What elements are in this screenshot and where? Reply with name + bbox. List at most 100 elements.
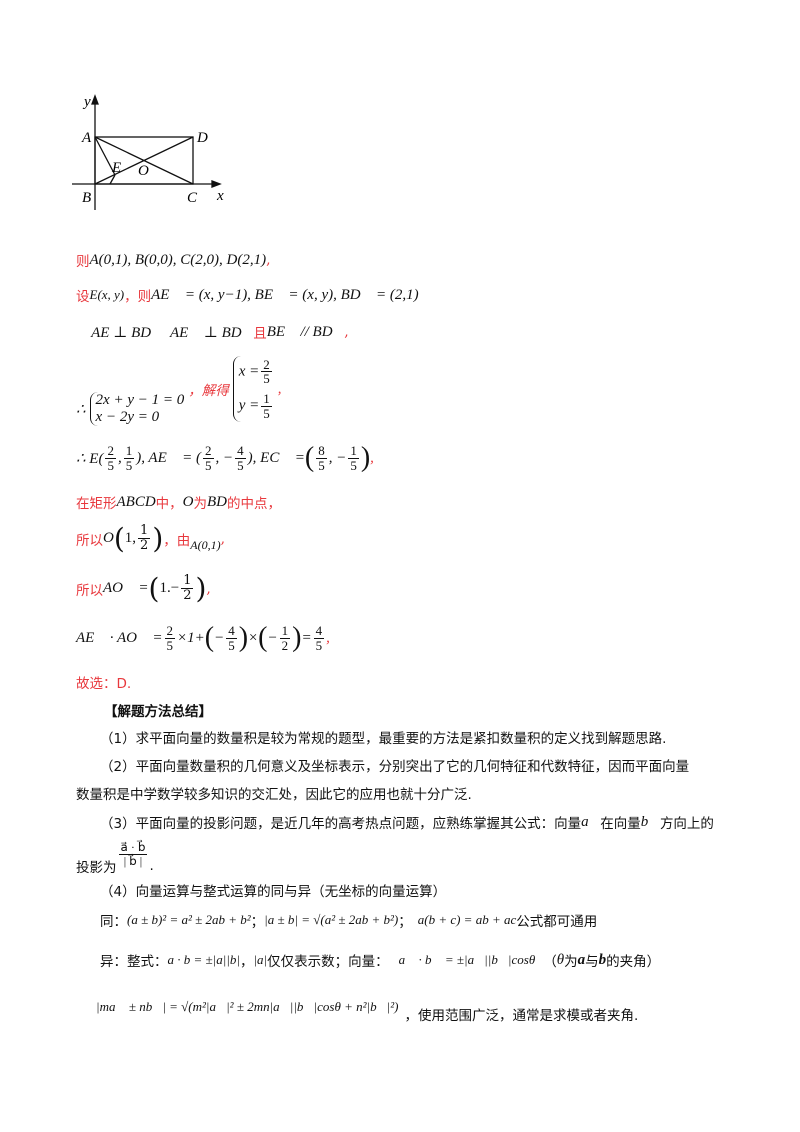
solution-brace: x = 2 5 y = 1 5 [232, 355, 274, 423]
den: 5 [315, 637, 323, 653]
text: ； [398, 914, 412, 930]
label-x: x [216, 188, 224, 204]
den: 5 [350, 457, 357, 473]
num: a⃗ · b⃗ [118, 839, 148, 855]
den: 5 [263, 371, 270, 387]
rectangle-abcd [94, 136, 194, 185]
text: 在矩形 [76, 496, 117, 512]
math: a(b + c) = ab + ac [417, 912, 517, 927]
math: ∴ E( [76, 450, 104, 467]
num: 4 [235, 442, 246, 459]
math: , − [215, 449, 234, 466]
num: 2 [261, 356, 272, 373]
num: 1 [123, 442, 135, 459]
den: 5 [125, 457, 133, 473]
diff-line: 异：整式： a · b = ±|a||b| ， |a| 仅仅表示数；向量： a⃗… [100, 950, 660, 971]
line-system: ∴ 2x + y − 1 = 0 x − 2y = 0 ，解得 x = 2 5 y … [76, 352, 282, 426]
y-arrow [91, 94, 99, 105]
text: 方向上的 [659, 816, 714, 832]
text: ，解得 [188, 383, 229, 399]
math: a · b = ±|a||b| [167, 952, 240, 967]
line-rectangle: 在矩形 ABCD 中， O 为 BD 的中点， [76, 492, 282, 513]
math: , − [328, 449, 347, 466]
num: 2 [105, 442, 116, 459]
label-c: C [187, 190, 198, 206]
den: 2 [183, 588, 192, 603]
math: b⃗ [640, 813, 660, 830]
text: ； [250, 914, 265, 930]
text: , [277, 380, 282, 397]
para-2b: 数量积是中学数学较多知识的交汇处，因此它的应用也就十分广泛. [76, 787, 472, 803]
math: θ [556, 951, 565, 968]
text: 与 [585, 954, 599, 970]
math: y = [238, 397, 260, 414]
den: 2 [140, 538, 149, 553]
line-coordinates: 则 A(0,1), B(0,0), C(2,0), D(2,1) , [76, 250, 271, 271]
math: AE⃗ · AO⃗ = [76, 629, 163, 646]
summary-title: 【解题方法总结】 [104, 704, 212, 720]
math: |a ± b| = √(a² ± 2ab + b²) [264, 912, 399, 927]
num: 1 [279, 622, 291, 639]
para-1: （1）求平面向量的数量积是较为常规的题型，最重要的方法是紧扣数量积的定义找到解题… [100, 731, 667, 747]
math: E(x, y) [89, 287, 125, 302]
math: ∴ [76, 401, 86, 418]
den: 5 [237, 457, 244, 473]
math: ), AE⃗ = ( [136, 449, 202, 466]
math: O [103, 530, 114, 546]
math: ), EC⃗ = [247, 449, 305, 466]
line-ao: 所以 AO⃗ = (1.− 1 2) , [76, 572, 211, 605]
math: AE⃗ = (x, y−1), BE⃗ = (x, y), BD⃗ = (2,1… [151, 286, 419, 303]
label-a: A [81, 130, 92, 146]
line-perpendicular: ∵ AE ⊥ BD ∴ AE⃗ ⊥ BD⃗ 且 BE⃗ // BD⃗ , [76, 322, 349, 343]
math: × [248, 629, 259, 646]
modulus-line: |ma⃗ ± nb⃗| = √(m²|a⃗|² ± 2mn|a⃗||b⃗|cos… [96, 990, 638, 1024]
den: 2 [281, 637, 289, 653]
den: 5 [107, 457, 114, 473]
line-set-e: 设 E(x, y) ，则 AE⃗ = (x, y−1), BE⃗ = (x, y… [76, 285, 419, 306]
label-o: O [138, 163, 149, 179]
math: a⃗ · b⃗ = ±|a⃗||b⃗|cosθ [398, 952, 536, 967]
label-y: y [82, 94, 91, 110]
text: 的中点， [227, 496, 282, 512]
den: 5 [263, 405, 270, 421]
text: （3）平面向量的投影问题，是近几年的高考热点问题，应熟练掌握其公式：向量 [100, 816, 582, 832]
system-brace: 2x + y − 1 = 0 x − 2y = 0 [89, 392, 185, 426]
math: O [182, 493, 194, 510]
segment-eb [109, 174, 116, 185]
math: A(0,1), B(0,0), C(2,0), D(2,1) [89, 251, 267, 268]
math: 1, [124, 530, 137, 546]
math: BD [207, 493, 228, 510]
line-o-coords: 所以 O (1, 1 2) ，由 A(0,1) , [76, 522, 226, 555]
math: |a| [253, 952, 268, 967]
equation: 2x + y − 1 = 0 [95, 392, 185, 408]
text: 公式都可通用 [516, 914, 598, 930]
label-e: E [111, 160, 121, 176]
math: − [267, 629, 278, 646]
equation: x − 2y = 0 [95, 409, 160, 425]
math: − [214, 629, 225, 646]
math: |ma⃗ ± nb⃗| = √(m²|a⃗|² ± 2mn|a⃗||b⃗|cos… [96, 999, 399, 1014]
text: , [370, 449, 374, 466]
text: 为 [193, 496, 208, 512]
num: 4 [226, 622, 237, 639]
den: 5 [318, 457, 325, 473]
math: AO⃗ = [103, 580, 149, 596]
math: = [301, 629, 312, 646]
text: , [206, 580, 211, 597]
para-4: （4）向量运算与整式运算的同与异（无坐标的向量运算） [100, 884, 447, 900]
num: 1 [181, 573, 194, 589]
text: ，则 [124, 289, 152, 305]
math: A(0,1) [190, 538, 221, 552]
text: 中， [155, 496, 183, 512]
text: ， [239, 954, 254, 970]
text: , [344, 324, 349, 340]
num: 1 [138, 523, 151, 539]
math: , [117, 449, 122, 466]
den: 5 [205, 457, 212, 473]
num: 2 [203, 442, 214, 459]
math: ABCD [116, 493, 156, 510]
text: 且 [253, 326, 267, 342]
math: ×1+ [177, 629, 205, 646]
